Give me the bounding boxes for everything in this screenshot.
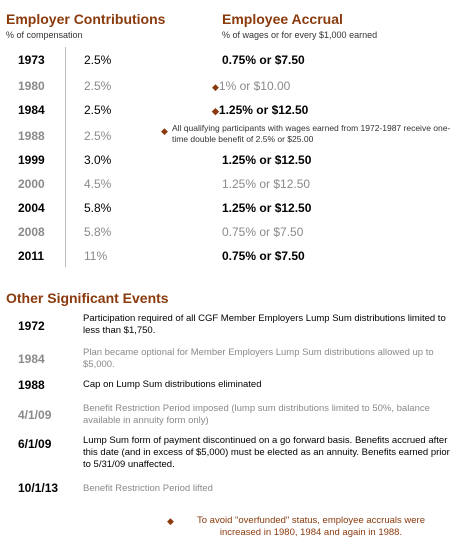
table-row: 2008 5.8% 0.75% or $7.50	[0, 221, 459, 245]
employer-pct-cell: 5.8%	[84, 201, 112, 215]
employer-pct-cell: 5.8%	[84, 225, 112, 239]
accrual-note: All qualifying participants with wages e…	[172, 123, 451, 144]
employer-pct-cell: 3.0%	[84, 153, 112, 167]
table-row: 1988 2.5% ◆ All qualifying participants …	[0, 123, 459, 151]
event-date: 1988	[18, 378, 45, 392]
accrual-cell: 0.75% or $7.50	[222, 53, 305, 67]
event-text: Lump Sum form of payment discontinued on…	[83, 435, 450, 470]
event-text: Benefit Restriction Period lifted	[83, 483, 213, 494]
year-cell: 1984	[18, 103, 45, 117]
accrual-cell: 1.25% or $12.50	[218, 103, 309, 117]
event-date: 1984	[18, 352, 45, 366]
table-row: 1973 2.5% 0.75% or $7.50	[0, 49, 459, 73]
year-cell: 2000	[18, 177, 45, 191]
diamond-icon: ◆	[212, 106, 219, 116]
accrual-cell: 0.75% or $7.50	[222, 249, 305, 263]
employer-contributions-subtitle: % of compensation	[6, 30, 83, 40]
year-cell: 2008	[18, 225, 45, 239]
table-row: 1984 2.5% ◆1.25% or $12.50	[0, 99, 459, 123]
employer-pct-cell: 11%	[84, 249, 108, 263]
diamond-icon: ◆	[212, 82, 219, 92]
employer-contributions-title: Employer Contributions	[6, 11, 166, 27]
table-row: 2004 5.8% 1.25% or $12.50	[0, 197, 459, 221]
accrual-cell: 1.25% or $12.50	[222, 177, 311, 191]
event-date: 4/1/09	[18, 408, 52, 422]
employer-pct-cell: 2.5%	[84, 79, 112, 93]
diamond-icon: ◆	[167, 516, 174, 526]
employer-pct-cell: 2.5%	[84, 103, 112, 117]
employer-pct-cell: 2.5%	[84, 53, 112, 67]
year-cell: 1980	[18, 79, 45, 93]
accrual-cell: 1.25% or $12.50	[222, 153, 312, 167]
footnote: To avoid "overfunded" status, employee a…	[196, 515, 425, 538]
event-text: Cap on Lump Sum distributions eliminated	[83, 379, 262, 390]
table-row: 1980 2.5% ◆1% or $10.00	[0, 75, 459, 99]
diamond-icon: ◆	[161, 126, 168, 136]
accrual-cell: 0.75% or $7.50	[222, 225, 304, 239]
accrual-cell: 1.25% or $12.50	[222, 201, 312, 215]
events-title: Other Significant Events	[6, 290, 169, 306]
accrual-cell: 1% or $10.00	[218, 79, 291, 93]
employee-accrual-subtitle: % of wages or for every $1,000 earned	[222, 30, 378, 40]
event-text: Plan became optional for Member Employer…	[83, 347, 434, 370]
year-cell: 1973	[18, 53, 45, 67]
event-text: Participation required of all CGF Member…	[83, 313, 446, 336]
column-divider	[65, 47, 66, 267]
event-date: 1972	[18, 319, 45, 333]
year-cell: 1988	[18, 129, 45, 143]
year-cell: 1999	[18, 153, 45, 167]
year-cell: 2004	[18, 201, 45, 215]
employee-accrual-title: Employee Accrual	[222, 11, 343, 27]
table-row: 2000 4.5% 1.25% or $12.50	[0, 173, 459, 197]
employer-pct-cell: 4.5%	[84, 177, 112, 191]
event-date: 6/1/09	[18, 437, 52, 451]
table-row: 2011 11% 0.75% or $7.50	[0, 245, 459, 269]
event-text: Benefit Restriction Period imposed (lump…	[83, 403, 430, 426]
employer-pct-cell: 2.5%	[84, 129, 112, 143]
table-row: 1999 3.0% 1.25% or $12.50	[0, 149, 459, 173]
year-cell: 2011	[18, 249, 45, 263]
event-date: 10/1/13	[18, 481, 59, 495]
